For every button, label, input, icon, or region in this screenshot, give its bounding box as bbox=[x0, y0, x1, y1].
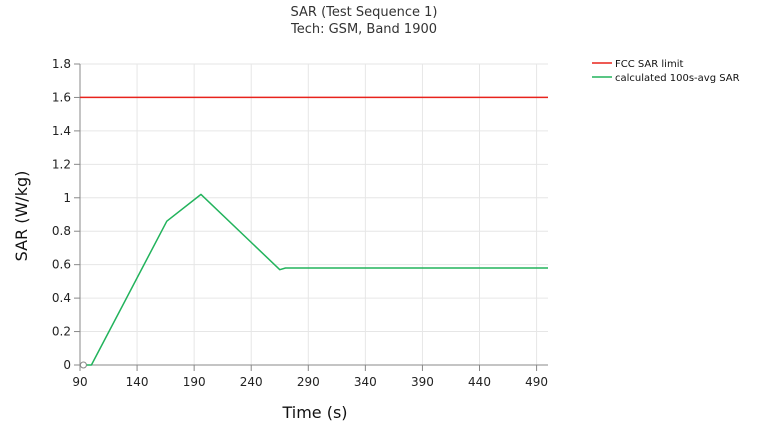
legend-label: calculated 100s-avg SAR bbox=[615, 73, 740, 84]
chart-title: SAR (Test Sequence 1) bbox=[291, 5, 438, 20]
grid bbox=[80, 63, 548, 365]
y-tick-label: 0.4 bbox=[52, 291, 71, 305]
y-tick-label: 1.8 bbox=[52, 57, 71, 71]
y-tick-label: 0 bbox=[63, 358, 71, 372]
legend-label: FCC SAR limit bbox=[615, 59, 683, 70]
x-tick-label: 390 bbox=[411, 375, 434, 389]
y-tick-label: 0.8 bbox=[52, 224, 71, 238]
axes bbox=[79, 64, 548, 366]
ticks: 0 0.2 0.4 0.6 0.8 1 1.2 1.4 1.6 1.8 90 140 190 240 290… bbox=[52, 57, 548, 389]
x-tick-label: 290 bbox=[297, 375, 320, 389]
y-tick-label: 1.2 bbox=[52, 157, 71, 171]
x-tick-label: 240 bbox=[240, 375, 263, 389]
y-tick-label: 1.6 bbox=[52, 90, 71, 104]
y-axis-title: SAR (W/kg) bbox=[12, 171, 31, 262]
x-tick-label: 190 bbox=[183, 375, 206, 389]
y-tick-label: 0.6 bbox=[52, 258, 71, 272]
x-tick-label: 140 bbox=[126, 375, 149, 389]
y-tick-label: 1.4 bbox=[52, 124, 71, 138]
legend: FCC SAR limit calculated 100s-avg SAR bbox=[592, 59, 740, 84]
x-axis-title: Time (s) bbox=[281, 403, 347, 422]
x-tick-label: 90 bbox=[72, 375, 87, 389]
x-tick-label: 440 bbox=[468, 375, 491, 389]
series-line-calculated-sar bbox=[83, 193, 548, 366]
series bbox=[79, 96, 548, 369]
y-tick-label: 0.2 bbox=[52, 325, 71, 339]
series-start-marker bbox=[79, 361, 87, 369]
y-tick-label: 1 bbox=[63, 191, 71, 205]
x-tick-label: 340 bbox=[354, 375, 377, 389]
chart-subtitle: Tech: GSM, Band 1900 bbox=[290, 22, 437, 37]
x-tick-label: 490 bbox=[525, 375, 548, 389]
